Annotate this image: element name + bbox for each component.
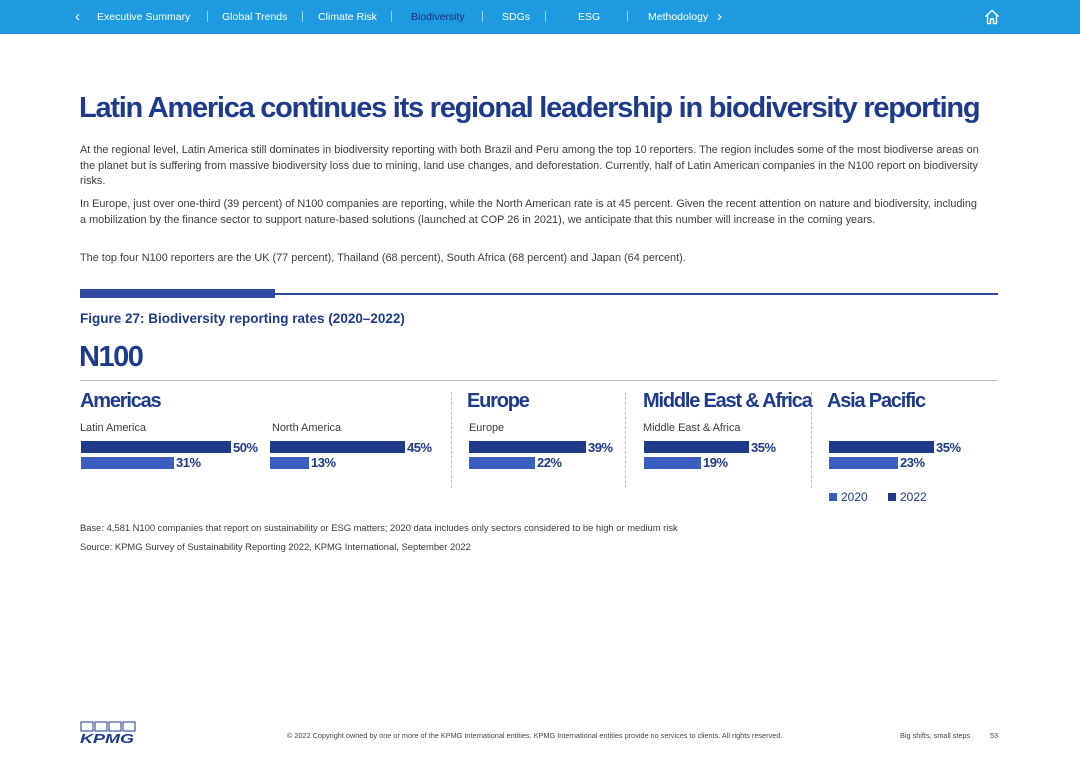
legend-item-2020: 2020: [829, 490, 868, 504]
legend-item-2022: 2022: [888, 490, 927, 504]
page-number: 53: [990, 731, 999, 740]
section-divider: [80, 293, 998, 295]
body-paragraph: The top four N100 reporters are the UK (…: [80, 252, 686, 264]
value-label-2020-middle-east-africa: 19%: [703, 455, 728, 470]
tab-separator: [482, 11, 483, 22]
tab-biodiversity[interactable]: Biodiversity: [411, 11, 465, 23]
body-paragraph: At the regional level, Latin America sti…: [80, 144, 979, 188]
bar-2022-europe: [469, 441, 586, 453]
group-label-middle-east-africa: Middle East & Africa: [643, 422, 741, 434]
legend-swatch-2020: [829, 493, 837, 501]
tab-separator: [627, 11, 628, 22]
region-heading-americas: Americas: [80, 390, 162, 412]
tab-separator: [207, 11, 208, 22]
legend-swatch-2022: [888, 493, 896, 501]
previous-chevron-icon[interactable]: ‹: [75, 8, 80, 25]
value-label-2022-middle-east-africa: 35%: [751, 440, 776, 455]
bar-2022-middle-east-africa: [644, 441, 749, 453]
legend-label: 2022: [900, 490, 927, 504]
chart-rule: [80, 380, 998, 381]
next-chevron-icon[interactable]: ›: [717, 8, 722, 25]
region-separator: [625, 392, 626, 488]
value-label-2022-europe: 39%: [588, 440, 613, 455]
tab-esg[interactable]: ESG: [578, 11, 601, 23]
section-divider-accent: [80, 289, 275, 298]
tab-methodology[interactable]: Methodology: [648, 11, 709, 23]
body-paragraph: In Europe, just over one-third (39 perce…: [80, 198, 977, 226]
bar-2020-middle-east-africa: [644, 457, 701, 469]
bar-2022-asia-pacific: [829, 441, 934, 453]
logo-wordmark: KPMG: [80, 731, 134, 745]
kpmg-logo: KPMG: [80, 721, 136, 745]
tab-executive-summary[interactable]: Executive Summary: [97, 11, 191, 23]
bar-2020-latin-america: [81, 457, 174, 469]
bar-2020-asia-pacific: [829, 457, 898, 469]
region-separator: [811, 392, 812, 488]
bar-2022-north-america: [270, 441, 405, 453]
group-label-north-america: North America: [272, 422, 341, 434]
tab-global-trends[interactable]: Global Trends: [222, 11, 288, 23]
value-label-2020-asia-pacific: 23%: [900, 455, 925, 470]
tab-separator: [545, 11, 546, 22]
figure-title: Figure 27: Biodiversity reporting rates …: [80, 311, 405, 326]
region-heading-europe: Europe: [467, 390, 530, 412]
chart-heading: N100: [79, 341, 144, 373]
bar-2020-europe: [469, 457, 535, 469]
tab-separator: [302, 11, 303, 22]
copyright-text: © 2022 Copyright owned by one or more of…: [287, 731, 783, 740]
tab-climate-risk[interactable]: Climate Risk: [318, 11, 377, 23]
region-heading-asia-pacific: Asia Pacific: [827, 390, 926, 412]
value-label-2022-north-america: 45%: [407, 440, 432, 455]
tab-sdgs[interactable]: SDGs: [502, 11, 531, 23]
top-navigation: ‹ Executive Summary Global Trends Climat…: [0, 0, 1080, 34]
value-label-2022-latin-america: 50%: [233, 440, 258, 455]
group-label-europe: Europe: [469, 422, 505, 434]
bar-2022-latin-america: [81, 441, 231, 453]
value-label-2020-north-america: 13%: [311, 455, 336, 470]
legend-label: 2020: [841, 490, 868, 504]
value-label-2022-asia-pacific: 35%: [936, 440, 961, 455]
value-label-2020-europe: 22%: [537, 455, 562, 470]
region-heading-middle-east-africa: Middle East & Africa: [643, 390, 813, 412]
region-separator: [451, 392, 452, 488]
home-icon[interactable]: [983, 8, 1001, 26]
tab-separator: [391, 11, 392, 22]
chart-source-note: Source: KPMG Survey of Sustainability Re…: [80, 541, 471, 552]
value-label-2020-latin-america: 31%: [176, 455, 201, 470]
chart-base-note: Base: 4,581 N100 companies that report o…: [80, 522, 678, 533]
footer-tagline: Big shifts, small steps: [900, 731, 971, 740]
bar-2020-north-america: [270, 457, 309, 469]
group-label-latin-america: Latin America: [80, 422, 146, 434]
page-title: Latin America continues its regional lea…: [79, 92, 981, 124]
